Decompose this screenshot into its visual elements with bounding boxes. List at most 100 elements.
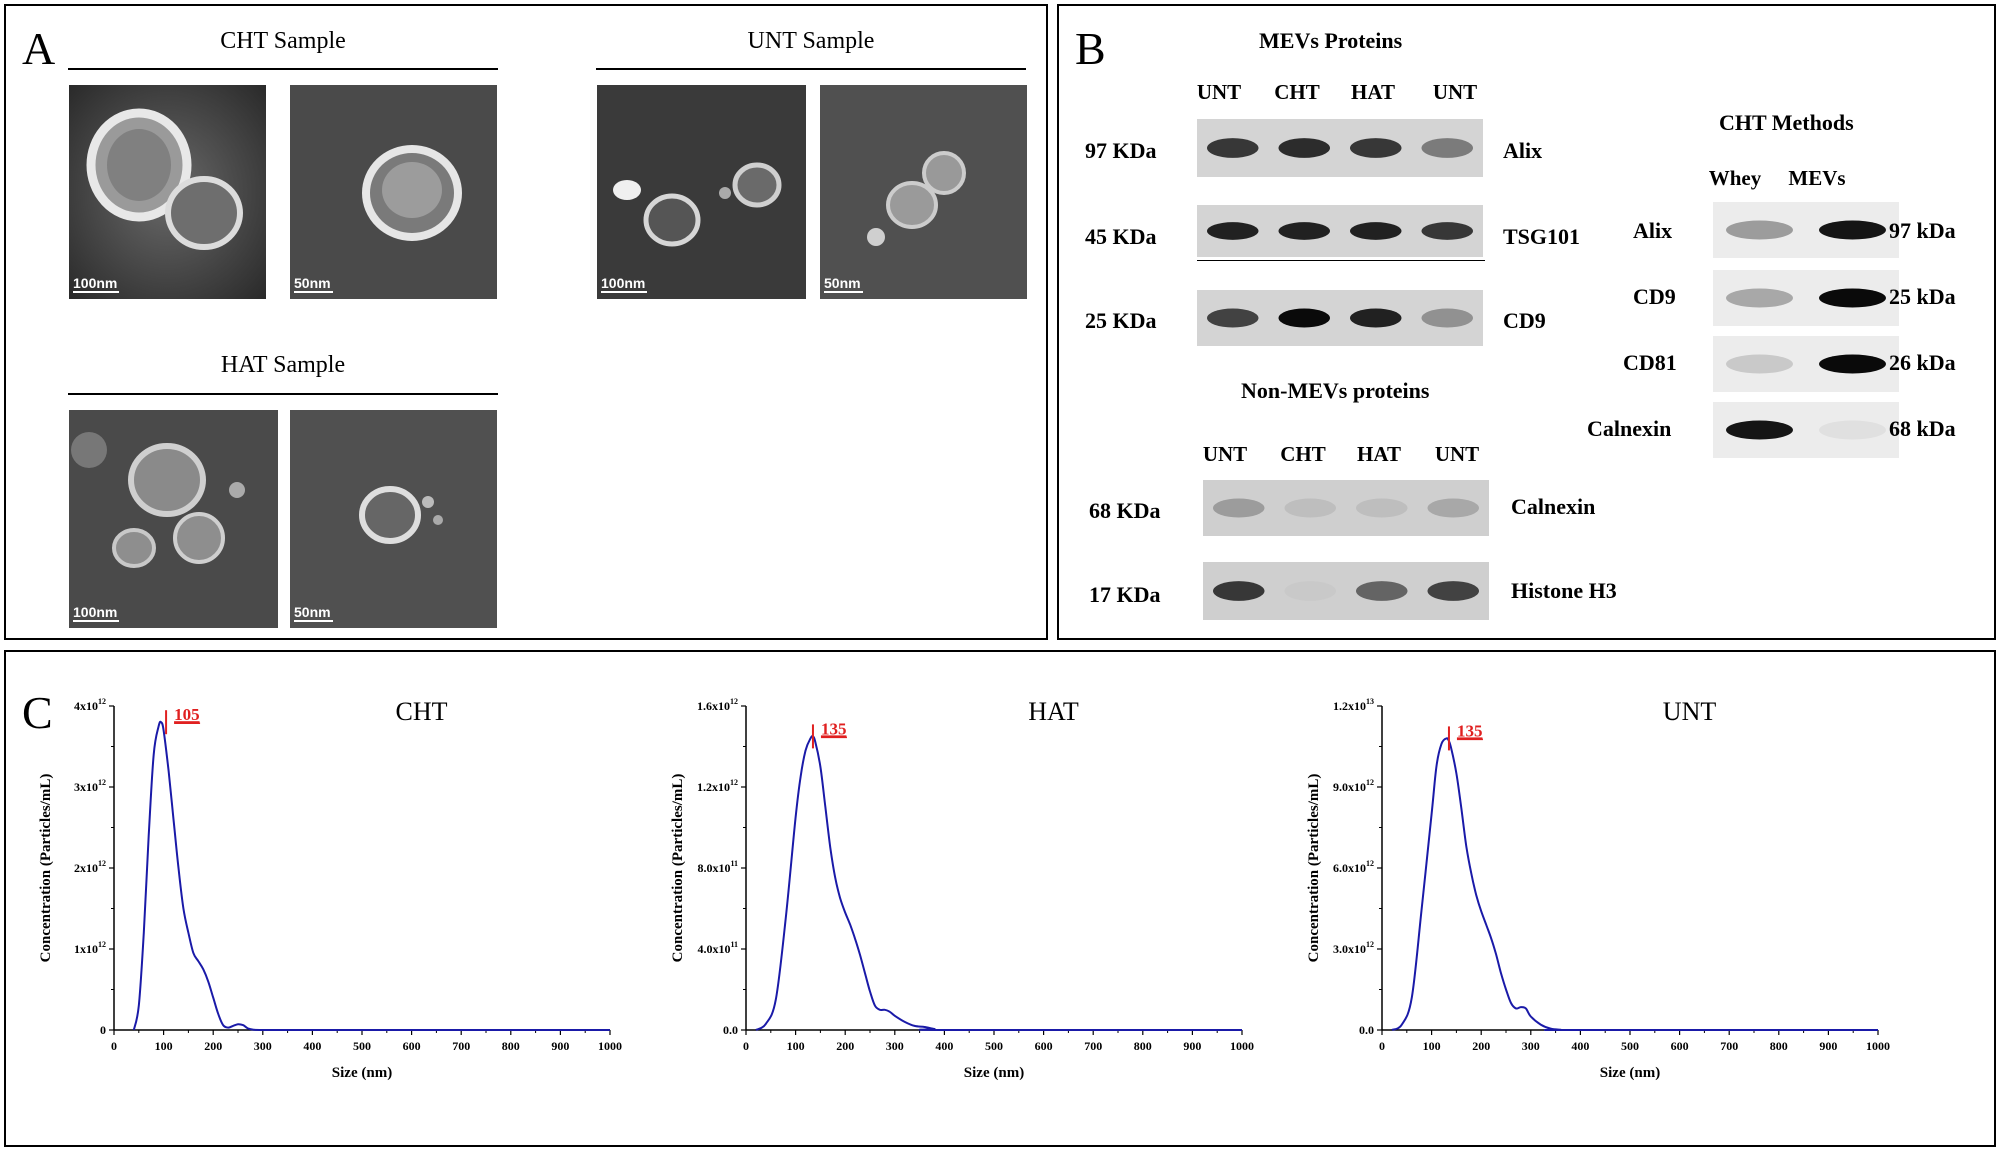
tem-image-unt-1: 100nm [597,85,806,299]
mw-label: 68 KDa [1089,498,1161,523]
blot-band [1819,354,1886,374]
unt-sample-rule [596,68,1026,70]
tem-image-cht-1: 100nm [69,85,266,299]
protein-label: Calnexin [1587,416,1672,441]
blot-band [1284,581,1336,601]
x-tick-label: 800 [1770,1039,1788,1053]
x-tick-label: 100 [1423,1039,1441,1053]
blot-band [1819,220,1886,240]
lane-label: UNT [1432,80,1478,104]
y-tick-label: 4.0x1011 [697,940,738,956]
lane-label: MEVs [1788,166,1846,190]
x-tick-label: 600 [403,1039,421,1053]
peak-label: 135 [1457,721,1483,740]
cht-methods-title: CHT Methods [1719,110,1854,135]
y-axis-title: Concentration (Particles/mL) [670,774,686,963]
x-tick-label: 900 [551,1039,569,1053]
x-tick-label: 400 [1571,1039,1589,1053]
x-tick-label: 1000 [1230,1039,1254,1053]
x-tick-label: 500 [985,1039,1003,1053]
scale-bar: 100nm [601,275,648,293]
mw-label: 45 KDa [1085,224,1157,249]
hat-sample-title: HAT Sample [220,352,346,378]
blot-calnexin [1203,480,1489,536]
y-tick-label: 0.0 [1359,1023,1374,1037]
blot-band [1207,138,1259,158]
series-line [755,735,1242,1031]
peak-label: 135 [821,719,847,738]
panel-b: B MEVs Proteins UNT CHT HAT UNT 97 KDa A… [1057,4,1996,640]
panel-c-label: C [22,687,53,738]
scale-bar: 100nm [73,275,120,293]
lane-label: UNT [1202,442,1248,466]
lane-label: HAT [1351,80,1395,104]
cht-sample-title: CHT Sample [220,28,346,54]
protein-label: CD9 [1633,284,1676,309]
mw-label: 25 kDa [1889,284,1956,309]
nta-chart-unt: 0 100 200 300 400 500 600 700 800 900 1000 0.0 3.0x1… [1306,697,1890,1081]
panel-a-label: A [22,23,56,74]
blot-alix [1197,119,1483,177]
nta-chart-cht: 0 100 200 300 400 500 600 700 800 900 1000 0 1x1012 2… [38,697,622,1081]
y-tick-label: 0 [100,1023,106,1037]
blot-band [1421,138,1473,158]
x-tick-label: 300 [254,1039,272,1053]
blot-histone-h3 [1203,562,1489,620]
blot-band [1819,420,1886,440]
x-axis-title: Size (nm) [964,1065,1024,1081]
x-tick-label: 100 [155,1039,173,1053]
x-tick-label: 0 [743,1039,749,1053]
blot-band [1421,308,1473,328]
blot-band [1207,222,1259,240]
nta-chart-hat: 0 100 200 300 400 500 600 700 800 900 1000 0.0 4.0x1… [670,697,1254,1081]
scale-bar: 50nm [824,275,863,293]
blot-band [1356,581,1408,601]
blot-cht-alix [1713,202,1899,258]
mw-label: 68 kDa [1889,416,1956,441]
blot-band [1284,498,1336,518]
y-tick-label: 9.0x1012 [1333,778,1374,794]
blot-band [1726,354,1793,374]
x-tick-label: 300 [1522,1039,1540,1053]
panel-a: A CHT Sample 100nm 50nm UNT Sample [4,4,1048,640]
blot-band [1356,498,1408,518]
y-tick-label: 0.0 [723,1023,738,1037]
panel-b-label: B [1075,23,1106,74]
blot-divider [1197,260,1485,261]
blot-cht-cd81 [1713,336,1899,392]
protein-label: CD9 [1503,308,1546,333]
x-tick-label: 700 [452,1039,470,1053]
x-tick-label: 500 [1621,1039,1639,1053]
scale-bar: 100nm [73,604,120,622]
blot-band [1207,308,1259,328]
unt-sample-title: UNT Sample [747,28,875,54]
y-axis-title: Concentration (Particles/mL) [38,774,54,963]
y-tick-label: 1.6x1012 [697,697,738,713]
x-axis-title: Size (nm) [1600,1065,1660,1081]
lane-label: HAT [1357,442,1401,466]
protein-label: Alix [1633,218,1673,243]
non-mevs-proteins-title: Non-MEVs proteins [1241,378,1430,403]
lane-label: Whey [1708,166,1762,190]
tem-image-hat-1: 100nm [69,410,278,628]
mw-label: 17 KDa [1089,582,1161,607]
lane-label: CHT [1280,442,1326,466]
protein-label: TSG101 [1503,224,1581,249]
blot-band [1278,222,1330,240]
y-tick-label: 3.0x1012 [1333,940,1374,956]
blot-cd9 [1197,290,1483,346]
protein-label: Alix [1503,138,1543,163]
blot-cht-cd9 [1713,270,1899,326]
y-tick-label: 1x1012 [74,940,106,956]
protein-label: Calnexin [1511,494,1596,519]
x-tick-label: 700 [1084,1039,1102,1053]
x-tick-label: 600 [1035,1039,1053,1053]
blot-band [1726,288,1793,308]
x-tick-label: 100 [787,1039,805,1053]
blot-band [1213,581,1265,601]
x-tick-label: 800 [502,1039,520,1053]
protein-label: CD81 [1623,350,1677,375]
x-tick-label: 200 [836,1039,854,1053]
y-tick-label: 8.0x1011 [697,859,738,875]
x-tick-label: 600 [1671,1039,1689,1053]
